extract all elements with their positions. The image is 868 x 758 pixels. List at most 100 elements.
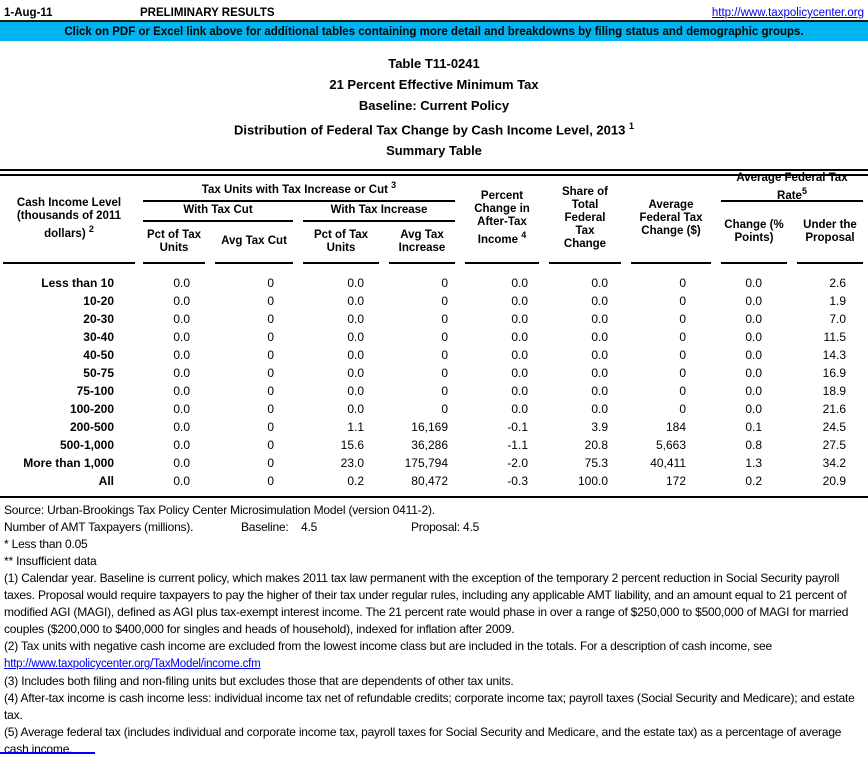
table-cell: 0.0 — [511, 294, 528, 309]
income-level-label: 200-500 — [69, 420, 114, 435]
table-cell: 20.8 — [584, 438, 608, 453]
amt-proposal-value: 4.5 — [463, 520, 480, 535]
footnote-4: (4) After-tax income is cash income less… — [4, 691, 855, 723]
table-cell: 0 — [679, 348, 686, 363]
table-cell: 0 — [267, 402, 274, 417]
table-cell: 0.0 — [173, 330, 190, 345]
income-definition-link[interactable]: http://www.taxpolicycenter.org/TaxModel/… — [4, 658, 261, 671]
table-cell: 0.0 — [347, 366, 364, 381]
table-cell: 0.0 — [173, 366, 190, 381]
table-cell: 0 — [267, 420, 274, 435]
table-cell: 0.0 — [511, 348, 528, 363]
table-cell: 0.0 — [591, 402, 608, 417]
column-header-under-the-proposal: Under the Proposal — [797, 202, 863, 265]
footnote-5: (5) Average federal tax (includes indivi… — [4, 725, 842, 757]
table-cell: 0 — [679, 402, 686, 417]
table-cell: -1.1 — [507, 438, 528, 453]
table-cell: 15.6 — [340, 438, 364, 453]
table-cell: 0.0 — [347, 348, 364, 363]
table-cell: 3.9 — [591, 420, 608, 435]
info-banner: Click on PDF or Excel link above for add… — [0, 22, 868, 41]
table-cell: 0.0 — [591, 330, 608, 345]
table-cell: 0.0 — [591, 366, 608, 381]
table-cell: 0.1 — [745, 420, 762, 435]
table-cell: 0 — [267, 366, 274, 381]
distribution-title: Distribution of Federal Tax Change by Ca… — [234, 121, 634, 138]
table-cell: 0.0 — [745, 348, 762, 363]
table-row: 30-40 0.0 0 0.0 0 0.0 0.0 0 0.0 11.5 — [0, 328, 868, 346]
table-cell: 0.0 — [745, 366, 762, 381]
table-cell: 18.9 — [822, 384, 846, 399]
summary-table-title: Summary Table — [386, 143, 482, 159]
table-cell: 0 — [441, 330, 448, 345]
table-cell: 0 — [679, 276, 686, 291]
group-header-with-tax-cut: With Tax Cut — [143, 202, 293, 223]
table-cell: 0.0 — [347, 276, 364, 291]
table-cell: -0.1 — [507, 420, 528, 435]
table-row: All 0.0 0 0.2 80,472 -0.3 100.0 172 0.2 20.9 — [0, 472, 868, 490]
table-cell: 36,286 — [411, 438, 448, 453]
group-header-average-federal-tax-rate: Average Federal Tax Rate5 — [721, 172, 863, 203]
table-cell: 0.0 — [173, 474, 190, 489]
table-cell: 0.0 — [745, 312, 762, 327]
table-cell: 175,794 — [404, 456, 448, 471]
footnote-marker-2: 2 — [88, 223, 94, 234]
table-cell: 0.2 — [347, 474, 364, 489]
table-cell: 0.0 — [511, 402, 528, 417]
taxpolicycenter-link[interactable]: http://www.taxpolicycenter.org — [711, 7, 864, 19]
amt-baseline-value: 4.5 — [301, 520, 318, 535]
title-block: Table T11-0241 21 Percent Effective Mini… — [0, 53, 868, 161]
table-cell: 27.5 — [822, 438, 846, 453]
column-header-pct-tax-units-cut: Pct of Tax Units — [143, 222, 205, 265]
table-cell: 0.0 — [745, 276, 762, 291]
table-cell: 0.0 — [173, 348, 190, 363]
income-level-label: 30-40 — [83, 330, 114, 345]
column-header-pct-tax-units-increase: Pct of Tax Units — [303, 222, 379, 265]
column-header-avg-tax-increase: Avg Tax Increase — [389, 222, 455, 265]
income-level-label: 75-100 — [76, 384, 114, 399]
footnote-marker-5: 5 — [801, 186, 807, 197]
table-cell: 0 — [441, 312, 448, 327]
table-cell: 0.0 — [173, 312, 190, 327]
income-level-label: 10-20 — [83, 294, 114, 309]
insufficient-data-note: ** Insufficient data — [4, 554, 97, 569]
column-header-cash-income-level: Cash Income Level (thousands of 2011 dol… — [3, 176, 135, 265]
table-cell: 0 — [267, 474, 274, 489]
table-cell: 0.0 — [173, 438, 190, 453]
table-cell: 34.2 — [822, 456, 846, 471]
group-header-with-tax-increase: With Tax Increase — [303, 202, 455, 223]
table-row: Less than 10 0.0 0 0.0 0 0.0 0.0 0 0.0 2.6 — [0, 274, 868, 292]
table-cell: 0.0 — [347, 384, 364, 399]
report-date: 1-Aug-11 — [4, 7, 53, 19]
table-cell: 0.2 — [745, 474, 762, 489]
table-cell: 0.0 — [511, 366, 528, 381]
table-cell: 16,169 — [411, 420, 448, 435]
table-cell: 0.8 — [745, 438, 762, 453]
table-top-rule — [0, 169, 868, 177]
table-cell: 80,472 — [411, 474, 448, 489]
table-cell: 172 — [665, 474, 686, 489]
table-cell: 0 — [267, 312, 274, 327]
table-cell: -2.0 — [507, 456, 528, 471]
table-cell: 0.0 — [173, 294, 190, 309]
table-cell: 14.3 — [822, 348, 846, 363]
table-cell: 24.5 — [822, 420, 846, 435]
table-cell: 23.0 — [340, 456, 364, 471]
table-cell: 11.5 — [823, 330, 846, 345]
table-cell: 0.0 — [347, 330, 364, 345]
amt-proposal-label: Proposal: — [411, 520, 460, 535]
table-cell: 0.0 — [511, 384, 528, 399]
table-cell: 0 — [267, 438, 274, 453]
table-row: 200-500 0.0 0 1.1 16,169 -0.1 3.9 184 0.1 24.5 — [0, 418, 868, 436]
table-cell: 0.0 — [591, 276, 608, 291]
column-header-avg-tax-cut: Avg Tax Cut — [215, 222, 293, 265]
table-cell: 0.0 — [745, 294, 762, 309]
summary-table: Cash Income Level (thousands of 2011 dol… — [0, 169, 868, 499]
table-cell: 0 — [441, 276, 448, 291]
income-level-label: 20-30 — [83, 312, 114, 327]
table-cell: 0 — [441, 402, 448, 417]
table-cell: 21.6 — [822, 402, 846, 417]
table-cell: 0 — [441, 366, 448, 381]
table-cell: 0 — [441, 348, 448, 363]
amt-taxpayers-line: Number of AMT Taxpayers (millions). Base… — [4, 519, 864, 536]
